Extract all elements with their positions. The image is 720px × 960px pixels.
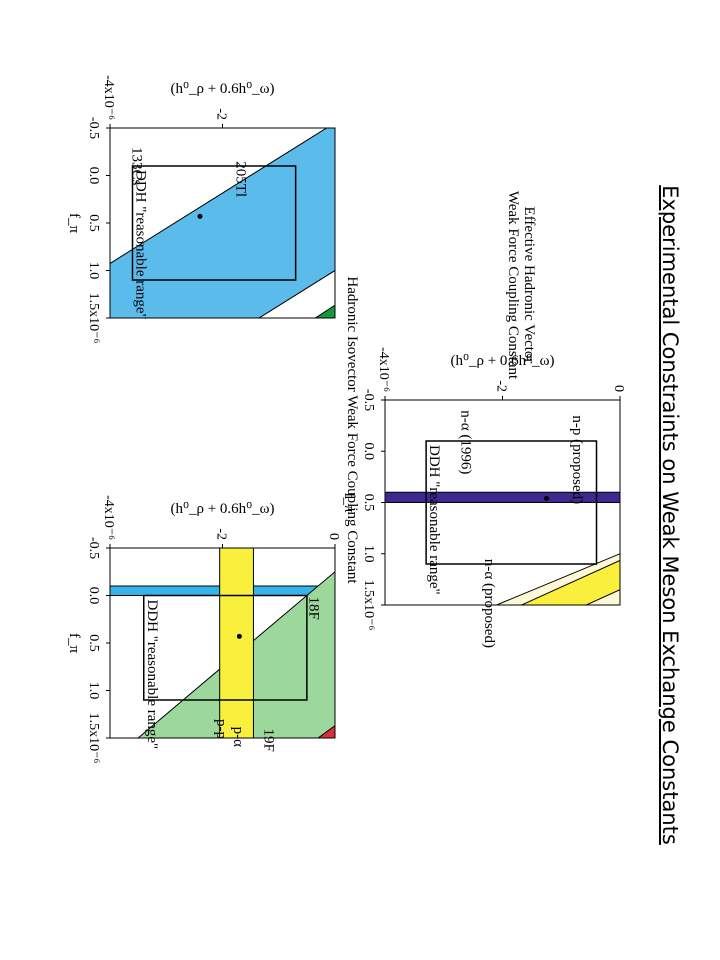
band-205tl (110, 128, 335, 318)
band-label: p-p (213, 719, 229, 739)
x-tick-label: -0.5 (361, 389, 376, 411)
y-tick-label: -4x10⁻⁶ (101, 495, 116, 540)
y-tick-label: -4x10⁻⁶ (101, 75, 116, 120)
ddh-best-value-point (544, 495, 550, 501)
ddh-box-label: DDH "reasonable range" (133, 170, 149, 320)
y-tick-label: -2 (214, 108, 229, 120)
band-label: n-α (1996) (457, 410, 473, 474)
x-tick-label: 1.0 (86, 682, 101, 700)
ddh-reasonable-range-box (131, 165, 297, 281)
chart-bottom-right: DDH "reasonable range" 18F 19F p-αp-p 0 -2 -4x… (66, 495, 341, 764)
band-label: 18F (306, 596, 322, 619)
chart-bottom-left: DDH "reasonable range" 205Tl 133Cs -2 -4x10⁻… (66, 75, 336, 344)
ddh-box-label: DDH "reasonable range" (144, 600, 160, 750)
band-label: n-α (proposed) (481, 559, 497, 648)
x-tick-label: 1.0 (361, 545, 376, 563)
x-tick-label: -0.5 (86, 117, 101, 139)
x-tick-label: -0.5 (86, 537, 101, 559)
y-tick-label: -4x10⁻⁶ (376, 347, 391, 392)
x-tick-label: 1.5x10⁻⁶ (86, 713, 101, 764)
ddh-best-value-point (236, 633, 242, 639)
ddh-box-label: DDH "reasonable range" (426, 445, 442, 595)
band-label: 133Cs (129, 147, 145, 186)
x-axis-label: f_π (66, 213, 82, 233)
x-tick-label: 0.0 (361, 443, 376, 461)
band-label: n-p (proposed) (569, 415, 585, 504)
chart-top: DDH "reasonable range" n-α (1996) n-α (pro… (341, 347, 626, 648)
y-axis-label: (h⁰_ρ + 0.6h⁰_ω) (170, 81, 274, 97)
y-axis-label: (h⁰_ρ + 0.6h⁰_ω) (170, 501, 274, 517)
shared-x-axis-label: Hadronic Isovector Weak Force Coupling C… (344, 276, 360, 584)
y-tick-label: 0 (611, 385, 626, 392)
x-axis-label: f_π (66, 633, 82, 653)
y-tick-label: -2 (494, 380, 509, 392)
x-tick-label: 0.5 (86, 214, 101, 232)
band-label: 205Tl (233, 161, 249, 197)
x-tick-label: 1.5x10⁻⁶ (86, 293, 101, 344)
band-label: p-α (230, 727, 246, 747)
y-tick-label: 0 (326, 533, 341, 540)
band-p-p (219, 548, 254, 738)
x-tick-label: 1.5x10⁻⁶ (361, 580, 376, 631)
x-tick-label: 0.5 (86, 634, 101, 652)
ddh-reasonable-range-box (425, 440, 598, 565)
shared-y-axis-label-line1: Effective Hadronic Vector (521, 207, 537, 364)
ddh-best-value-point (197, 213, 203, 219)
y-tick-label: -2 (214, 528, 229, 540)
x-axis-label: f_π (341, 492, 357, 512)
y-axis-label: (h⁰_ρ + 0.6h⁰_ω) (450, 353, 554, 369)
x-tick-label: 0.0 (86, 167, 101, 185)
x-tick-label: 0.5 (361, 494, 376, 512)
band-n-p-proposed- (385, 491, 620, 503)
band-label: 19F (261, 729, 277, 752)
shared-y-axis-label-line2: Weak Force Coupling Constant (505, 191, 521, 380)
x-tick-label: 1.0 (86, 262, 101, 280)
x-tick-label: 0.0 (86, 587, 101, 605)
ddh-reasonable-range-box (143, 594, 308, 701)
